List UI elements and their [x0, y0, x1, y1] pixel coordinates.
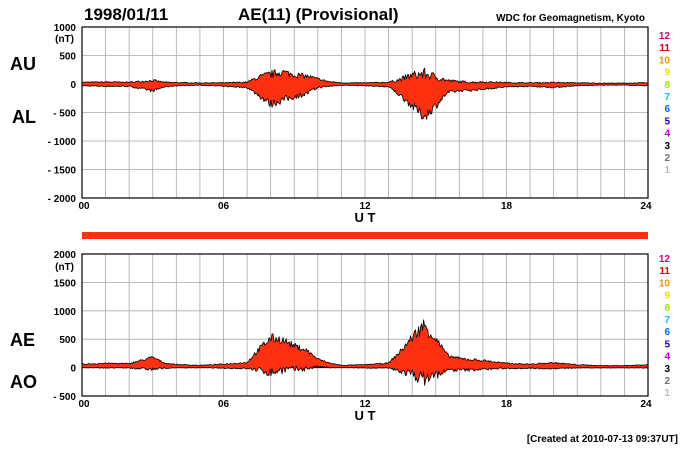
y-tick-label: 1000 [54, 307, 77, 318]
bottom-unit-label: (nT) [55, 262, 74, 273]
plot-frame [81, 253, 649, 397]
top-unit-label: (nT) [55, 34, 74, 45]
y-tick-label: 1000 [54, 23, 77, 34]
series-band-au-al [81, 67, 649, 120]
y-tick-label: - 2000 [48, 194, 77, 205]
x-tick-label: 00 [78, 399, 90, 410]
au-label: AU [10, 54, 36, 74]
y-tick-label: 0 [70, 80, 76, 91]
top-x-axis-title: U T [355, 210, 376, 225]
legend-item: 4 [664, 352, 670, 363]
created-timestamp: [Created at 2010-07-13 09:37UT] [527, 434, 678, 445]
x-tick-label: 06 [218, 201, 230, 212]
y-tick-label: 2000 [54, 250, 77, 261]
y-tick-label: 0 [70, 364, 76, 375]
legend-item: 9 [664, 291, 670, 302]
plot-frame [81, 26, 649, 199]
legend-item: 1 [664, 388, 670, 399]
legend-item: 10 [659, 278, 671, 289]
legend-item: 4 [664, 129, 670, 140]
legend-item: 1 [664, 165, 670, 176]
legend-item: 2 [664, 376, 670, 387]
chart-title: AE(11) (Provisional) [238, 5, 399, 24]
organization-label: WDC for Geomagnetism, Kyoto [496, 13, 645, 24]
series-band-ae-ao [81, 319, 649, 386]
legend-item: 12 [659, 254, 671, 265]
legend-item: 9 [664, 68, 670, 79]
legend-item: 7 [664, 92, 670, 103]
legend-item: 11 [659, 266, 670, 277]
date-label: 1998/01/11 [84, 5, 168, 24]
x-tick-label: 12 [359, 201, 371, 212]
legend-item: 6 [664, 104, 670, 115]
ae-label: AE [10, 330, 35, 350]
legend-item: 3 [664, 141, 670, 152]
al-label: AL [12, 107, 36, 127]
y-tick-label: - 500 [53, 109, 76, 120]
y-tick-label: - 1500 [48, 166, 77, 177]
x-tick-label: 06 [218, 399, 230, 410]
legend-item: 11 [659, 43, 670, 54]
y-tick-label: 500 [59, 335, 76, 346]
y-tick-label: 1500 [54, 278, 77, 289]
y-tick-label: 500 [59, 52, 76, 63]
legend-item: 5 [664, 339, 670, 350]
legend-item: 8 [664, 303, 670, 314]
x-tick-label: 24 [640, 201, 652, 212]
legend-item: 10 [659, 55, 671, 66]
legend-item: 2 [664, 153, 670, 164]
x-tick-label: 12 [359, 399, 371, 410]
legend-item: 7 [664, 315, 670, 326]
legend-item: 8 [664, 80, 670, 91]
legend-item: 5 [664, 116, 670, 127]
legend-item: 6 [664, 327, 670, 338]
x-tick-label: 18 [501, 399, 513, 410]
x-tick-label: 00 [78, 201, 90, 212]
legend-item: 3 [664, 364, 670, 375]
ao-label: AO [10, 372, 37, 392]
y-tick-label: - 1000 [48, 137, 77, 148]
x-tick-label: 24 [640, 399, 652, 410]
separator-bar [82, 232, 648, 239]
y-tick-label: - 500 [53, 392, 76, 403]
bottom-x-axis-title: U T [355, 408, 376, 423]
legend-item: 12 [659, 31, 671, 42]
x-tick-label: 18 [501, 201, 513, 212]
